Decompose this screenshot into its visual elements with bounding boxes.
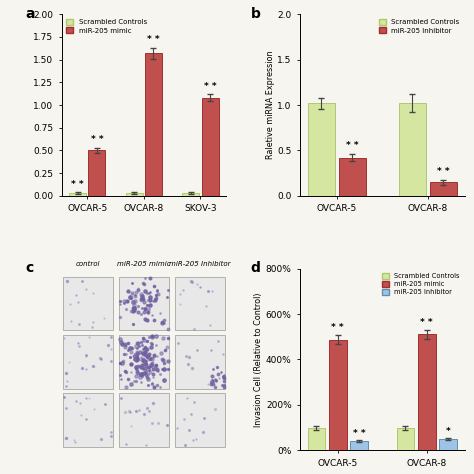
Text: * *: * *: [147, 35, 160, 44]
Bar: [338, 158, 366, 196]
Text: control: control: [76, 261, 100, 267]
Text: * *: * *: [71, 180, 84, 189]
Bar: [399, 103, 426, 196]
Text: a: a: [26, 7, 35, 21]
Bar: [174, 277, 225, 330]
Text: *: *: [446, 427, 450, 436]
Legend: Scrambled Controls, miR-205 Inhibitor: Scrambled Controls, miR-205 Inhibitor: [377, 18, 461, 35]
Legend: Scrambled Controls, miR-205 mimic, miR-205 Inhibitor: Scrambled Controls, miR-205 mimic, miR-2…: [381, 272, 461, 297]
Bar: [174, 335, 225, 389]
Bar: [88, 151, 105, 196]
Bar: [439, 439, 457, 450]
Bar: [397, 428, 414, 450]
Bar: [174, 393, 225, 447]
Bar: [63, 277, 113, 330]
Text: miR-205 Inhibitor: miR-205 Inhibitor: [169, 261, 230, 267]
Y-axis label: Invasion Cell (Relative to Control): Invasion Cell (Relative to Control): [254, 292, 263, 427]
Bar: [418, 335, 436, 450]
Y-axis label: Raletive miRNA Expression: Raletive miRNA Expression: [265, 51, 274, 159]
Bar: [126, 193, 143, 196]
Bar: [118, 393, 169, 447]
Text: * *: * *: [353, 429, 365, 438]
Bar: [63, 335, 113, 389]
Bar: [350, 441, 368, 450]
Text: miR-205 mimic: miR-205 mimic: [117, 261, 171, 267]
Bar: [69, 193, 86, 196]
Bar: [118, 335, 169, 389]
Text: b: b: [251, 7, 261, 21]
Bar: [182, 193, 200, 196]
Legend: Scrambled Controls, miR-205 mimic: Scrambled Controls, miR-205 mimic: [65, 18, 149, 35]
Bar: [145, 53, 162, 196]
Text: d: d: [251, 261, 261, 275]
Text: * *: * *: [331, 323, 344, 332]
Bar: [308, 428, 325, 450]
Bar: [63, 393, 113, 447]
Bar: [308, 103, 335, 196]
Text: * *: * *: [91, 135, 103, 144]
Bar: [329, 340, 346, 450]
Text: * *: * *: [204, 82, 217, 91]
Bar: [118, 277, 169, 330]
Text: * *: * *: [346, 142, 358, 151]
Bar: [430, 182, 457, 196]
Text: * *: * *: [437, 167, 450, 176]
Text: * *: * *: [420, 318, 433, 327]
Text: c: c: [26, 261, 34, 275]
Bar: [201, 98, 219, 196]
